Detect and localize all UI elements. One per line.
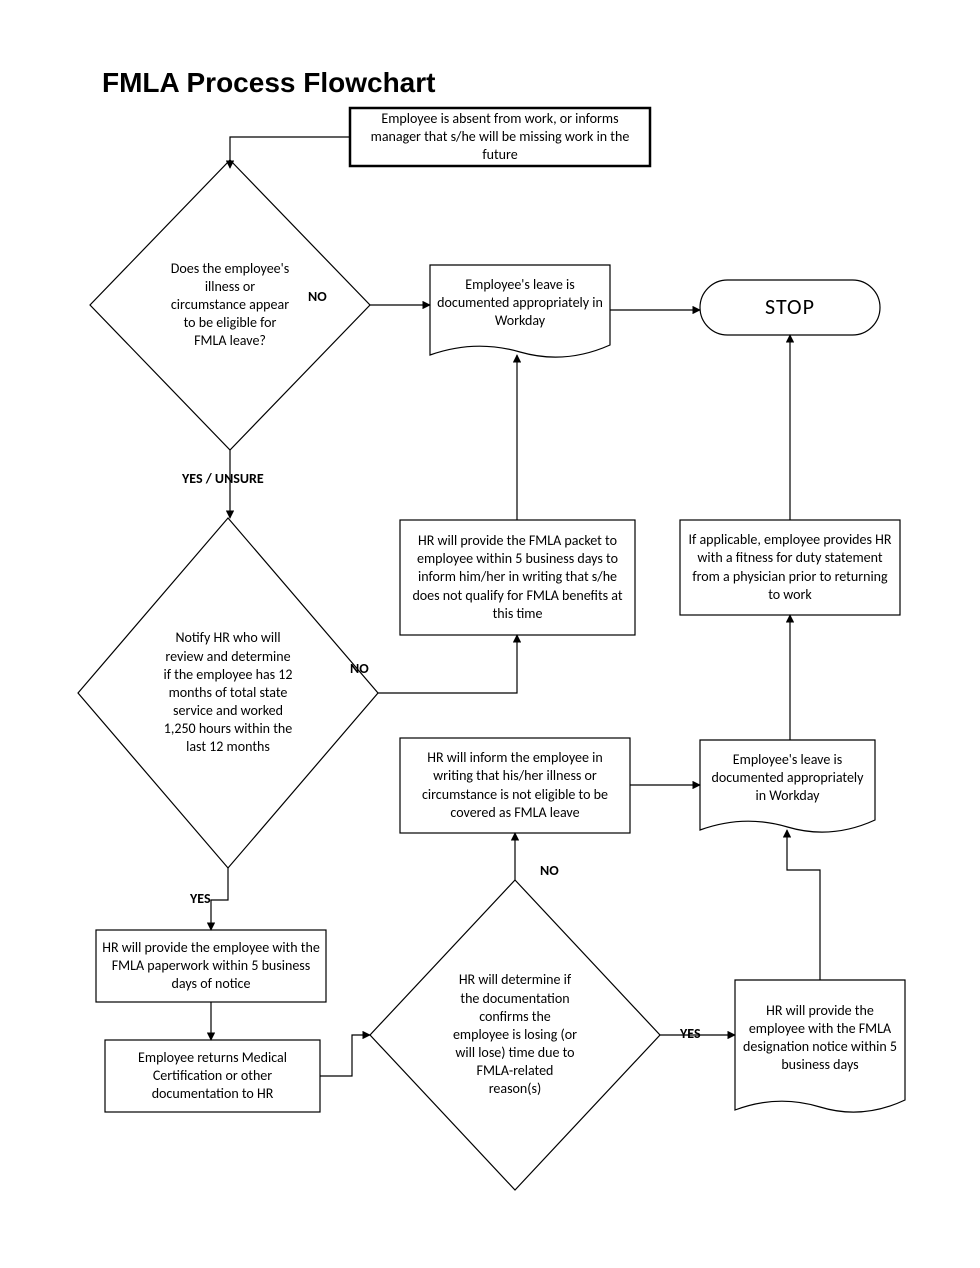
node-d3: HR will determine if the documentation c…: [445, 948, 584, 1122]
node-text-doc_bottom: Employee's leave is documented appropria…: [700, 747, 875, 810]
flowchart-canvas: FMLA Process Flowchart Employee is absen…: [0, 0, 980, 1268]
edge-d2-yes: [211, 868, 228, 930]
node-text-d1: Does the employee's illness or circumsta…: [163, 256, 297, 355]
node-text-paperwork: HR will provide the employee with the FM…: [96, 935, 326, 998]
node-text-returns: Employee returns Medical Certification o…: [105, 1045, 320, 1108]
edge-label-yes_unsure: YES / UNSURE: [182, 470, 264, 487]
node-packet_no: HR will provide the FMLA packet to emplo…: [400, 520, 635, 635]
node-text-packet_no: HR will provide the FMLA packet to emplo…: [400, 528, 635, 627]
node-fitness: If applicable, employee provides HR with…: [680, 520, 900, 615]
node-text-fitness: If applicable, employee provides HR with…: [680, 527, 900, 608]
edge-label-no3: NO: [540, 862, 559, 879]
edge-label-no1: NO: [308, 288, 327, 305]
edge-d2-no: [378, 635, 517, 693]
node-text-start: Employee is absent from work, or informs…: [350, 106, 650, 169]
node-paperwork: HR will provide the employee with the FM…: [96, 930, 326, 1002]
node-stop: STOP: [700, 280, 880, 335]
edge-label-yes3: YES: [680, 1025, 701, 1042]
node-text-stop: STOP: [759, 289, 821, 326]
edge-label-yes2: YES: [190, 890, 211, 907]
node-returns: Employee returns Medical Certification o…: [105, 1040, 320, 1112]
node-start: Employee is absent from work, or informs…: [350, 108, 650, 166]
edge-returns-d3: [320, 1035, 370, 1076]
node-doc_top: Employee's leave is documented appropria…: [430, 265, 610, 341]
node-designation: HR will provide the employee with the FM…: [735, 980, 905, 1096]
node-not_eligible: HR will inform the employee in writing t…: [400, 738, 630, 833]
page-title: FMLA Process Flowchart: [102, 67, 435, 99]
edge-designation-docbottom: [787, 830, 820, 980]
node-text-d3: HR will determine if the documentation c…: [445, 967, 584, 1102]
node-text-designation: HR will provide the employee with the FM…: [735, 998, 905, 1079]
edge-label-no2: NO: [350, 660, 369, 677]
node-d2: Notify HR who will review and determine …: [156, 595, 300, 791]
node-text-d2: Notify HR who will review and determine …: [156, 625, 300, 760]
node-doc_bottom: Employee's leave is documented appropria…: [700, 740, 875, 816]
edge-start: [230, 137, 350, 168]
node-text-not_eligible: HR will inform the employee in writing t…: [400, 745, 630, 826]
node-text-doc_top: Employee's leave is documented appropria…: [430, 272, 610, 335]
node-d1: Does the employee's illness or circumsta…: [163, 224, 297, 386]
